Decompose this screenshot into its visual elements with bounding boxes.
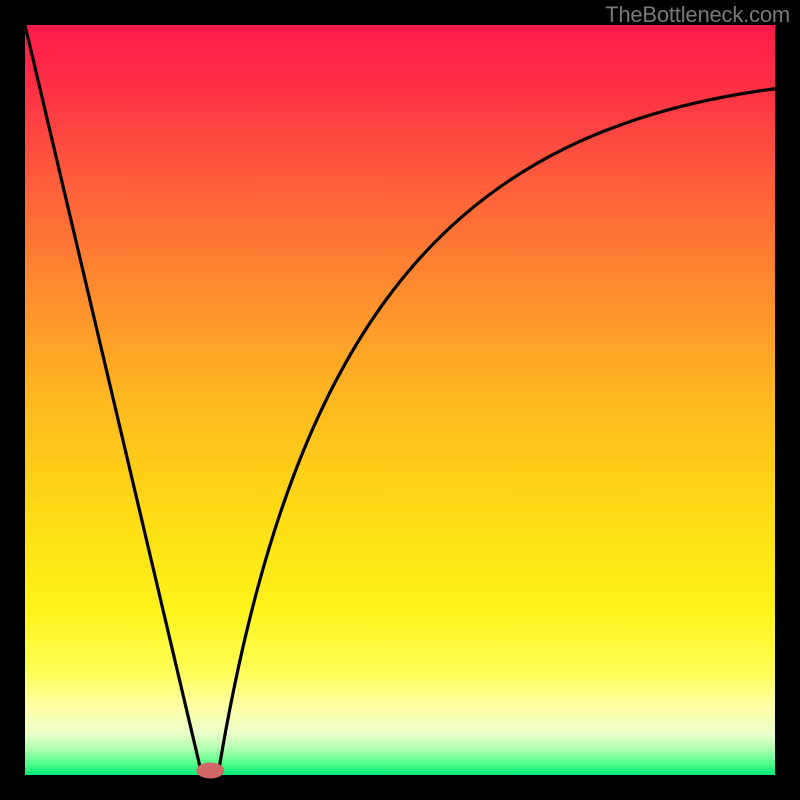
bottleneck-curve-chart [0,0,800,800]
chart-container: TheBottleneck.com [0,0,800,800]
plot-background [25,25,775,775]
watermark-text: TheBottleneck.com [605,2,790,28]
optimal-point-marker [196,763,224,779]
